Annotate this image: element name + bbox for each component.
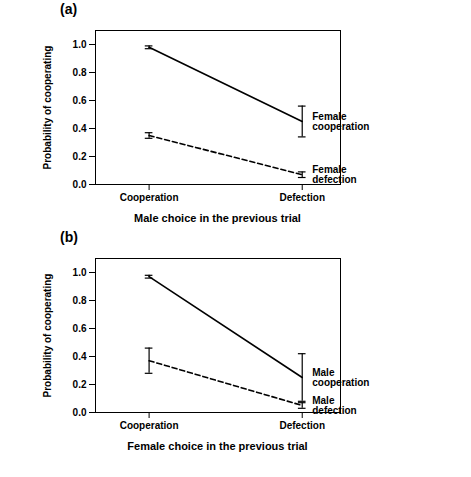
svg-text:0.2: 0.2 [73, 379, 87, 390]
html-text:Male choice in the previous tr: Male choice in the previous trial [134, 212, 301, 224]
svg-text:0.4: 0.4 [73, 123, 87, 134]
html-text:(a): (a) [60, 1, 78, 17]
svg-text:0.8: 0.8 [73, 295, 87, 306]
svg-text:Defection: Defection [279, 192, 325, 203]
svg-text:Femaledefection: Femaledefection [312, 164, 356, 185]
svg-text:Malecooperation: Malecooperation [312, 367, 369, 388]
svg-text:Cooperation: Cooperation [120, 192, 179, 203]
svg-text:0.0: 0.0 [73, 179, 87, 190]
svg-text:Probability of cooperating: Probability of cooperating [42, 274, 53, 398]
svg-text:0.6: 0.6 [73, 95, 87, 106]
svg-text:Femalecooperation: Femalecooperation [312, 111, 369, 132]
svg-text:1.0: 1.0 [73, 39, 87, 50]
svg-text:Maledefection: Maledefection [312, 395, 356, 416]
svg-text:0.4: 0.4 [73, 351, 87, 362]
svg-text:0.6: 0.6 [73, 323, 87, 334]
svg-text:0.8: 0.8 [73, 67, 87, 78]
svg-text:0.2: 0.2 [73, 151, 87, 162]
svg-text:0.0: 0.0 [73, 407, 87, 418]
svg-text:1.0: 1.0 [73, 267, 87, 278]
html-text:Female choice in the previous: Female choice in the previous trial [127, 440, 308, 452]
html-text:(b): (b) [60, 229, 78, 245]
svg-text:Defection: Defection [279, 420, 325, 431]
svg-text:Probability of cooperating: Probability of cooperating [42, 46, 53, 170]
svg-text:Cooperation: Cooperation [120, 420, 179, 431]
